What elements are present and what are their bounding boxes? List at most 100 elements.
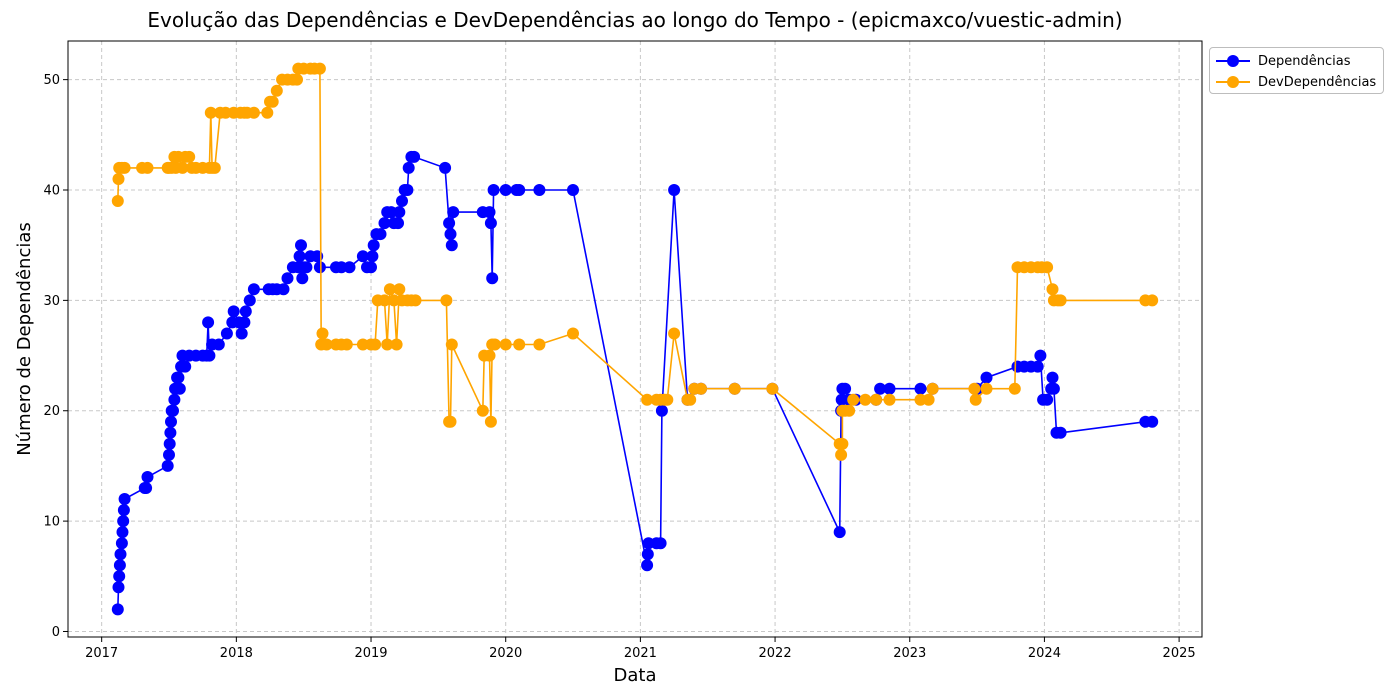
data-point: [1008, 382, 1021, 395]
series-devdependencias: [111, 62, 1159, 461]
data-point: [313, 261, 326, 274]
data-point: [396, 195, 408, 207]
legend-swatch-dependencias: [1216, 54, 1250, 68]
data-point: [112, 581, 125, 594]
data-point: [922, 393, 935, 406]
data-point: [227, 305, 240, 318]
data-point: [277, 283, 290, 296]
x-tick-label: 2025: [1163, 646, 1196, 661]
data-point: [313, 62, 326, 75]
grid-lines: [68, 41, 1202, 637]
data-point: [369, 338, 382, 351]
data-point: [766, 382, 779, 395]
data-point: [641, 393, 654, 406]
data-point: [847, 393, 860, 406]
data-point: [487, 184, 500, 196]
data-point: [374, 228, 387, 241]
axis-ticks: 2017 2018 2019 2020 2021 2022 2023 2024 2025 0 10 2…: [43, 73, 1195, 661]
y-axis-label: Número de Dependências: [14, 222, 35, 456]
data-point: [843, 404, 856, 417]
x-tick-label: 2018: [220, 646, 253, 661]
data-point: [486, 272, 499, 285]
data-point: [641, 548, 654, 561]
data-point: [870, 393, 883, 406]
data-point: [1041, 393, 1054, 406]
y-tick-label: 10: [43, 515, 60, 530]
x-tick-label: 2023: [893, 646, 926, 661]
data-point: [484, 415, 497, 428]
data-point: [926, 382, 939, 395]
data-point: [116, 526, 129, 539]
data-point: [655, 404, 668, 417]
data-point: [641, 559, 654, 572]
data-point: [499, 338, 512, 351]
data-point: [243, 294, 256, 307]
data-point: [163, 437, 176, 450]
data-point: [281, 272, 294, 285]
data-point: [1146, 294, 1159, 307]
data-point: [300, 261, 313, 274]
data-point: [390, 338, 403, 351]
data-point: [295, 239, 307, 252]
data-point: [367, 239, 380, 252]
y-tick-label: 50: [43, 73, 60, 88]
data-point: [401, 184, 414, 196]
x-tick-label: 2021: [624, 646, 657, 661]
data-point: [114, 548, 127, 561]
data-point: [980, 382, 993, 395]
data-point: [247, 283, 260, 296]
data-point: [238, 316, 251, 329]
data-point: [914, 382, 927, 395]
data-point: [859, 393, 872, 406]
data-point: [484, 217, 497, 230]
data-point: [183, 150, 196, 163]
data-point: [202, 316, 215, 329]
data-point: [118, 161, 131, 174]
data-point: [365, 261, 377, 274]
x-tick-label: 2022: [759, 646, 792, 661]
data-point: [235, 327, 248, 340]
data-point: [247, 106, 260, 119]
series-layer: [111, 62, 1159, 616]
data-point: [164, 426, 177, 439]
data-point: [443, 217, 456, 230]
plot-frame: [67, 40, 1203, 638]
data-point: [1146, 415, 1159, 428]
series-line: [117, 67, 1153, 456]
data-point: [220, 327, 233, 340]
data-point: [409, 294, 422, 307]
data-point: [366, 250, 379, 263]
data-point: [499, 184, 512, 196]
data-point: [378, 294, 391, 307]
legend-item-devdependencias: DevDependências: [1216, 72, 1376, 92]
y-tick-label: 40: [43, 184, 60, 199]
data-point: [208, 161, 221, 174]
data-point: [444, 228, 457, 241]
data-point: [445, 239, 458, 252]
x-tick-label: 2019: [354, 646, 387, 661]
data-point: [980, 371, 993, 384]
data-point: [266, 95, 279, 108]
series-dependencias: [111, 150, 1159, 616]
series-line: [117, 156, 1153, 610]
data-point: [112, 173, 125, 185]
data-point: [402, 161, 415, 174]
y-tick-label: 20: [43, 404, 60, 419]
data-point: [968, 382, 981, 395]
data-point: [1046, 283, 1059, 296]
data-point: [393, 283, 406, 296]
data-point: [445, 338, 458, 351]
data-point: [835, 448, 848, 461]
legend-label-dependencias: Dependências: [1258, 53, 1351, 69]
data-point: [447, 206, 460, 219]
data-point: [533, 338, 546, 351]
data-point: [167, 404, 179, 417]
data-point: [172, 371, 185, 384]
data-point: [203, 349, 216, 362]
data-point: [113, 559, 126, 572]
data-point: [378, 217, 391, 230]
data-point: [239, 305, 252, 318]
data-point: [533, 184, 546, 196]
data-point: [668, 327, 681, 340]
data-point: [969, 393, 982, 406]
